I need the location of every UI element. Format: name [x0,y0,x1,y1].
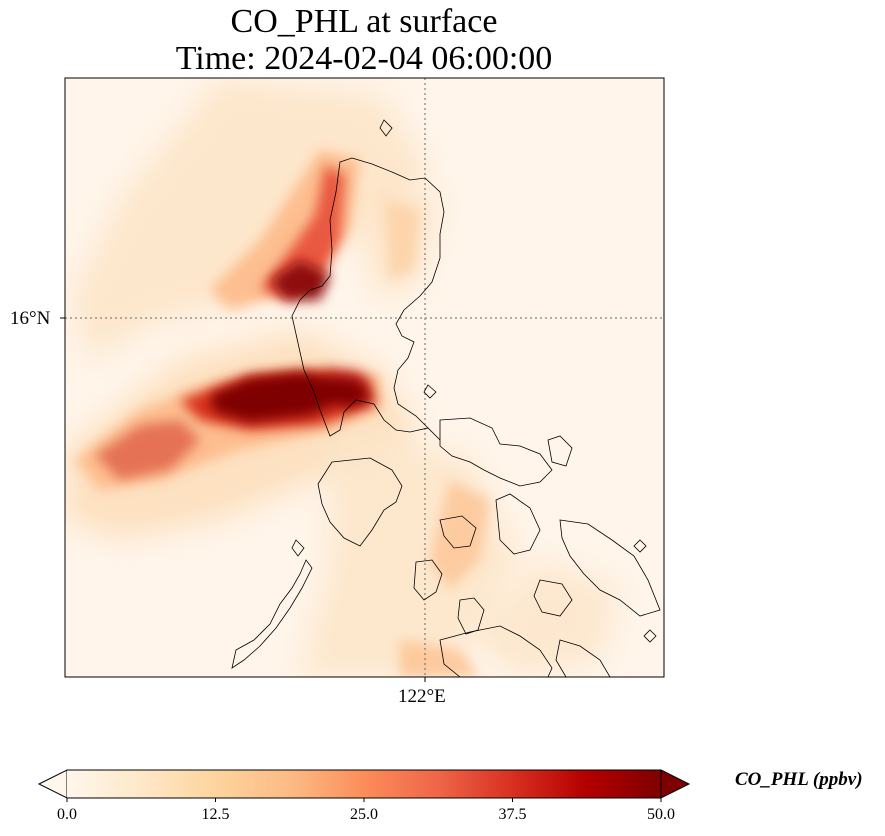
colorbar-tick-label: 0.0 [57,806,77,823]
colorbar-gradient [67,770,661,798]
island [379,119,393,137]
concentration-field [65,78,664,677]
samar-coast [559,519,661,617]
colorbar-tick-label: 50.0 [647,806,675,823]
colorbar-label: CO_PHL (ppbv) [735,769,863,790]
island [633,539,647,553]
lat-tick-label: 16°N [10,308,51,329]
colorbar-min-extend [37,769,68,799]
colorbar [37,769,691,802]
masbate-coast [533,579,573,617]
island [643,629,657,643]
map-subtitle-time: Time: 2024-02-04 06:00:00 [175,40,553,77]
marinduque-coast [439,515,477,549]
luzon-coast [291,157,445,441]
mindoro-coast [317,457,403,547]
colorbar-tick-label: 37.5 [498,806,527,823]
lon-tick-label: 122°E [398,686,446,707]
map-title: CO_PHL at surface [230,3,498,40]
plume-core [210,260,370,422]
colorbar-tick-label: 12.5 [201,806,230,823]
colorbar-tick-marks [66,798,662,802]
map-frame [64,77,665,678]
tablas-coast [413,559,443,601]
bicol-coast [439,417,553,487]
panay-coast [439,625,553,677]
colorbar-tick-label: 25.0 [350,806,378,823]
island [291,539,305,557]
island [423,384,437,399]
colorbar-max-extend [660,769,691,799]
catanduanes-coast [547,435,573,467]
palawan-coast [231,559,313,669]
burias-coast [495,493,541,555]
coastlines [231,119,661,677]
leyte-coast [555,639,611,677]
